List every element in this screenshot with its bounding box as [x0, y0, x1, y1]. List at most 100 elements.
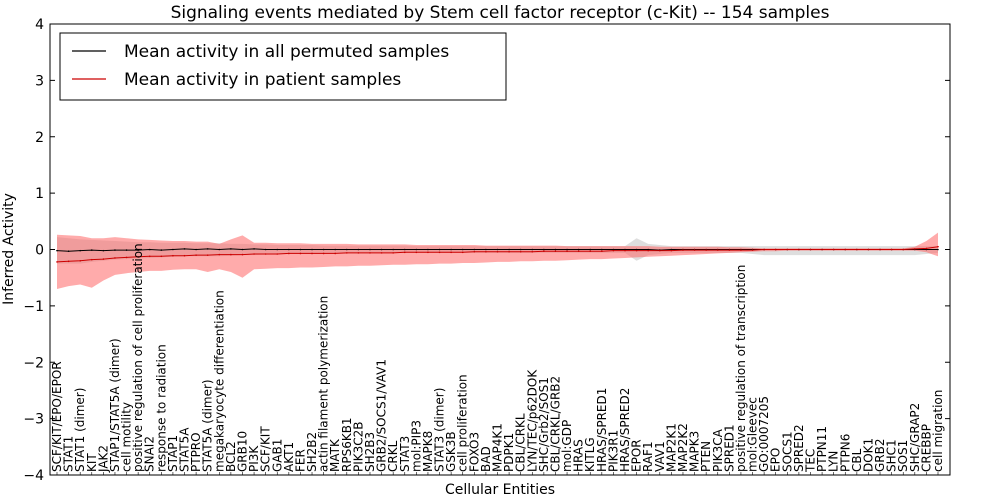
x-tick-label: HRAS/SPRED2: [618, 388, 632, 472]
point-patient: [624, 249, 626, 252]
point-patient: [206, 254, 209, 256]
y-tick-label: 4: [35, 17, 44, 33]
x-tick-label: GAB1: [270, 439, 284, 472]
point-patient: [879, 248, 881, 251]
legend-box: [59, 32, 507, 101]
point-permuted: [519, 248, 522, 251]
point-permuted: [125, 249, 128, 251]
point-permuted: [253, 248, 255, 250]
x-tick-label: VAV1: [653, 441, 667, 472]
point-patient: [427, 251, 429, 254]
point-patient: [577, 250, 580, 252]
x-axis-label: Cellular Entities: [445, 482, 555, 498]
point-patient: [264, 253, 267, 255]
point-permuted: [937, 248, 939, 251]
point-permuted: [566, 248, 568, 251]
x-tick-label: STAT5A: [178, 427, 192, 472]
x-tick-label: HRAS/SPRED1: [595, 388, 609, 472]
point-permuted: [601, 248, 603, 251]
x-tick-label: cell migration: [931, 390, 945, 472]
x-tick-label: AKT1: [282, 442, 296, 472]
point-permuted: [415, 248, 418, 251]
x-tick-label: PIK3C2B: [351, 421, 365, 472]
point-patient: [67, 260, 70, 263]
x-tick-label: HRAS: [572, 439, 586, 472]
point-permuted: [322, 248, 325, 251]
x-tick-label: megakaryocyte differentiation: [212, 290, 226, 472]
point-patient: [114, 257, 116, 259]
x-tick-label: STAT5A (dimer): [201, 379, 215, 472]
point-permuted: [137, 249, 139, 251]
x-tick-label: BAD: [479, 446, 493, 472]
point-patient: [566, 250, 568, 252]
x-tick-label: mol:Gleevec: [746, 397, 760, 472]
x-tick-label: PTEN: [699, 441, 713, 472]
x-tick-label: positive regulation of transcription: [734, 265, 748, 472]
point-patient: [589, 250, 592, 252]
point-patient: [195, 254, 197, 256]
point-patient: [554, 250, 557, 252]
y-tick-label: −1: [23, 299, 44, 315]
point-patient: [543, 250, 545, 252]
point-patient: [160, 255, 163, 258]
point-patient: [867, 248, 870, 251]
x-tick-label: EPO: [769, 448, 783, 472]
x-tick-label: MAP4K1: [491, 423, 505, 472]
x-tick-label: SH2B3: [363, 432, 377, 472]
x-tick-label: SOCS1: [780, 431, 794, 472]
x-tick-label: MAP2K1: [664, 423, 678, 472]
point-permuted: [450, 248, 452, 251]
point-permuted: [380, 248, 383, 251]
point-patient: [137, 256, 139, 258]
x-tick-label: SCF/KIT: [259, 426, 273, 472]
point-patient: [253, 253, 255, 255]
point-patient: [937, 245, 939, 248]
x-tick-label: SH2B2: [305, 432, 319, 472]
point-permuted: [670, 248, 673, 251]
point-patient: [276, 253, 279, 255]
point-patient: [508, 250, 510, 253]
point-patient: [90, 258, 93, 261]
plot-area: 4 3 2 1 0 −1 −2 −3 −4 SCF/KIT/EPO/EPORSTAT1STAT1 …: [23, 17, 950, 484]
point-patient: [890, 248, 893, 251]
point-permuted: [67, 250, 70, 252]
x-tick-label: STAP1/STAT5A (dimer): [108, 338, 122, 472]
x-tick-label: SHC1: [885, 439, 899, 472]
point-patient: [902, 248, 905, 251]
y-tick-label: 1: [35, 186, 44, 202]
point-patient: [230, 253, 232, 256]
x-tick-label: STAT3 (dimer): [433, 388, 447, 472]
point-permuted: [114, 249, 116, 251]
x-tick-label: MAPK3: [688, 431, 702, 472]
x-tick-label: EPOR: [630, 439, 644, 472]
point-patient: [148, 255, 151, 258]
point-patient: [635, 249, 638, 252]
point-permuted: [311, 248, 313, 251]
x-tick-label: TEC: [804, 449, 818, 473]
point-permuted: [403, 248, 406, 251]
point-permuted: [461, 248, 464, 251]
point-permuted: [195, 248, 197, 251]
point-patient: [496, 250, 499, 253]
x-tick-label: SHC/GRAP2: [908, 403, 922, 472]
chart-title: Signaling events mediated by Stem cell f…: [171, 3, 830, 23]
point-permuted: [485, 248, 487, 251]
x-tick-label: KIT: [85, 453, 99, 472]
point-permuted: [346, 248, 348, 251]
point-patient: [728, 249, 731, 251]
point-permuted: [612, 248, 615, 251]
point-patient: [821, 248, 823, 251]
point-patient: [705, 249, 707, 251]
x-tick-label: PIK3R1: [606, 430, 620, 472]
point-permuted: [79, 249, 81, 252]
legend: Mean activity in all permuted samples Me…: [59, 32, 507, 101]
x-tick-label: actin filament polymerization: [317, 296, 331, 472]
point-patient: [438, 251, 441, 254]
x-tick-label: GRB10: [236, 431, 250, 472]
point-permuted: [264, 248, 267, 251]
x-tick-label: PTPN6: [838, 434, 852, 472]
point-patient: [832, 248, 835, 251]
y-tick-label: 2: [35, 130, 44, 146]
x-tick-label: STAT1: [62, 436, 76, 472]
point-patient: [682, 249, 684, 251]
